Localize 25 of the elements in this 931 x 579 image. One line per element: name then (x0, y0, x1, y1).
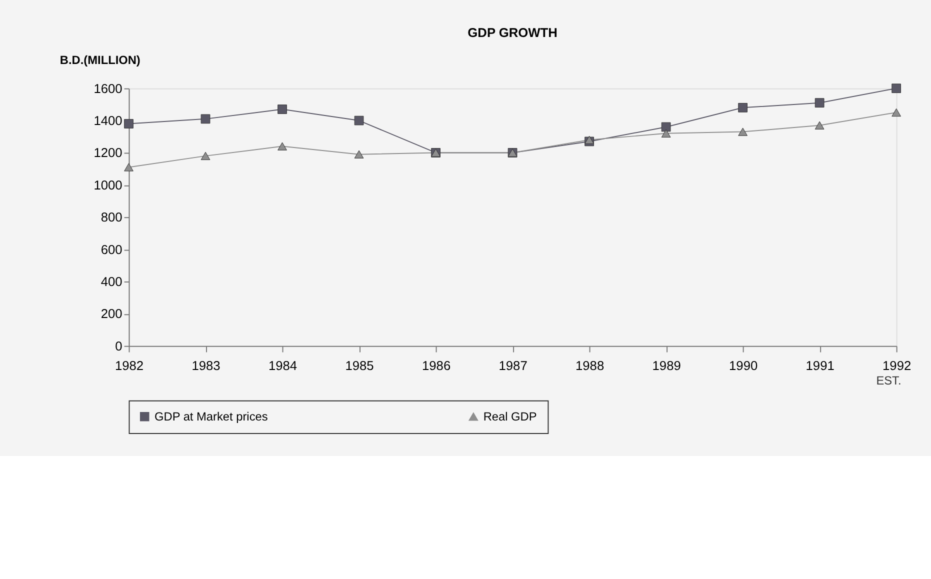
text: EST. (876, 373, 902, 388)
x-tick-label: 1985 (345, 358, 374, 374)
y-tick-label: 200 (100, 306, 122, 322)
x-tick-label: 1992 (882, 358, 912, 374)
y-tick-label: 1000 (94, 177, 122, 192)
legend-label: GDP at Market prices (154, 410, 268, 424)
y-axis-title: B.D.(MILLION) (60, 53, 140, 68)
y-tick-label: 400 (100, 274, 122, 289)
x-tick-label: 1982 (114, 358, 144, 374)
x-tick-label: 1989 (652, 358, 681, 374)
y-tick-label: 600 (100, 242, 122, 257)
x-tick-label: 1986 (422, 358, 451, 374)
x-tick-label: 1983 (192, 358, 220, 374)
chart-title: GDP GROWTH (468, 24, 558, 40)
x-tick-label: 1990 (729, 358, 758, 374)
y-tick-label: 0 (115, 338, 122, 354)
legend-label: Real GDP (483, 410, 537, 424)
y-tick-label: 1200 (94, 145, 122, 160)
x-tick-label: 1987 (498, 358, 528, 374)
y-tick-label: 800 (100, 210, 122, 225)
x-tick-label: 1984 (268, 358, 298, 374)
y-tick-label: 1600 (94, 80, 122, 96)
y-tick-label: 1400 (94, 112, 122, 128)
x-tick-label: 1988 (575, 358, 604, 374)
x-tick-label: 1991 (806, 358, 834, 374)
